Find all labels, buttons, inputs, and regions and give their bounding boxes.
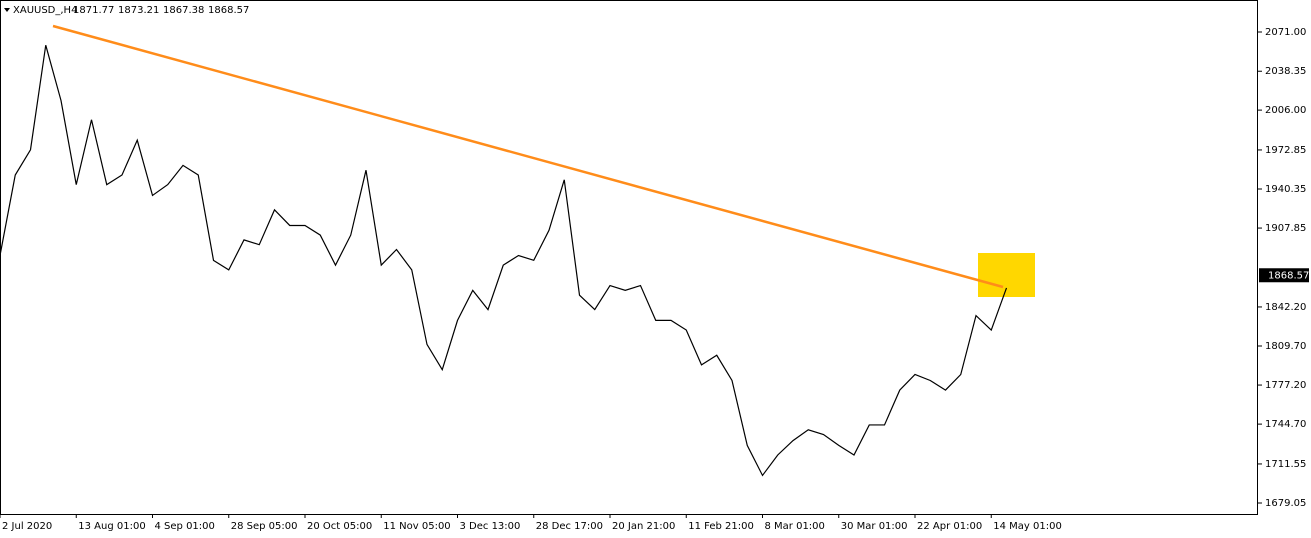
ohlc-value: 1873.21 — [118, 5, 159, 16]
plot-frame — [0, 0, 1258, 515]
y-tick-label: 2071.00 — [1265, 27, 1306, 38]
x-tick-label: 14 May 01:00 — [993, 521, 1062, 532]
y-tick-label: 1679.05 — [1265, 498, 1306, 509]
y-tick-label: 1777.20 — [1265, 380, 1306, 391]
x-tick-label: 28 Sep 05:00 — [231, 521, 298, 532]
highlight-box — [978, 253, 1035, 297]
x-tick-label: 30 Mar 01:00 — [841, 521, 908, 532]
x-tick-label: 8 Mar 01:00 — [765, 521, 825, 532]
x-tick-label: 4 Sep 01:00 — [155, 521, 215, 532]
last-price-label: 1868.57 — [1268, 270, 1309, 281]
y-tick-label: 1940.35 — [1265, 184, 1306, 195]
y-tick-label: 2038.35 — [1265, 66, 1306, 77]
x-tick-label: 11 Feb 21:00 — [688, 521, 754, 532]
y-tick-label: 1711.55 — [1265, 459, 1306, 470]
x-tick-label: 28 Dec 17:00 — [536, 521, 603, 532]
price-line — [0, 45, 1008, 477]
x-tick-label: 20 Oct 05:00 — [307, 521, 372, 532]
y-tick-label: 1744.70 — [1265, 419, 1306, 430]
ohlc-value: 1868.57 — [208, 5, 249, 16]
y-tick-label: 1907.85 — [1265, 223, 1306, 234]
y-tick-label: 1842.20 — [1265, 302, 1306, 313]
x-tick-label: 2 Jul 2020 — [2, 521, 52, 532]
x-tick-label: 20 Jan 21:00 — [612, 521, 675, 532]
plot — [0, 45, 1008, 477]
y-tick-label: 1809.70 — [1265, 341, 1306, 352]
ohlc-value: 1871.77 — [73, 5, 114, 16]
symbol-label: XAUUSD_,H4 — [13, 5, 77, 16]
y-tick-label: 2006.00 — [1265, 105, 1306, 116]
x-tick-label: 3 Dec 13:00 — [460, 521, 521, 532]
trend-line — [52, 24, 1004, 289]
y-tick-label: 1972.85 — [1265, 145, 1306, 156]
x-tick-label: 22 Apr 01:00 — [917, 521, 982, 532]
ohlc-value: 1867.38 — [163, 5, 204, 16]
menu-arrow — [4, 8, 10, 12]
x-tick-label: 11 Nov 05:00 — [383, 521, 450, 532]
x-tick-label: 13 Aug 01:00 — [78, 521, 145, 532]
ohlc: 1871.77 1873.21 1867.38 1868.57 — [73, 5, 249, 16]
last-price-tag — [1259, 268, 1309, 283]
